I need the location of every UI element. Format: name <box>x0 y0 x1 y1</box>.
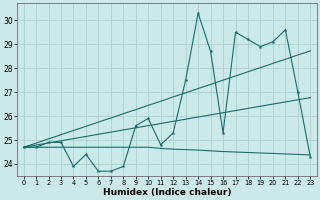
X-axis label: Humidex (Indice chaleur): Humidex (Indice chaleur) <box>103 188 231 197</box>
